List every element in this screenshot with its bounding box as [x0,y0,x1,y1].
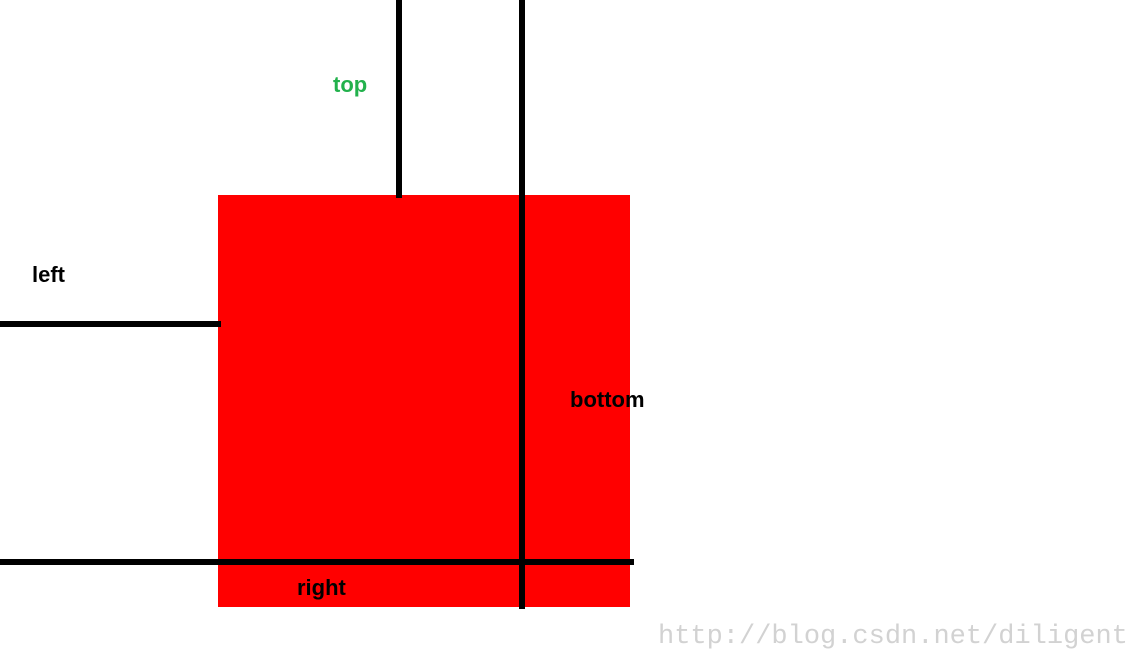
watermark-url: http://blog.csdn.net/diligent [658,622,1128,652]
left-offset-line [0,321,221,327]
right-label: right [297,575,346,600]
top-offset-line [396,0,402,198]
bottom-label: bottom [570,387,645,412]
red-box [218,195,630,607]
top-label: top [333,72,368,97]
left-label: left [32,262,65,287]
bottom-offset-line [519,0,525,609]
right-offset-line [0,559,634,565]
